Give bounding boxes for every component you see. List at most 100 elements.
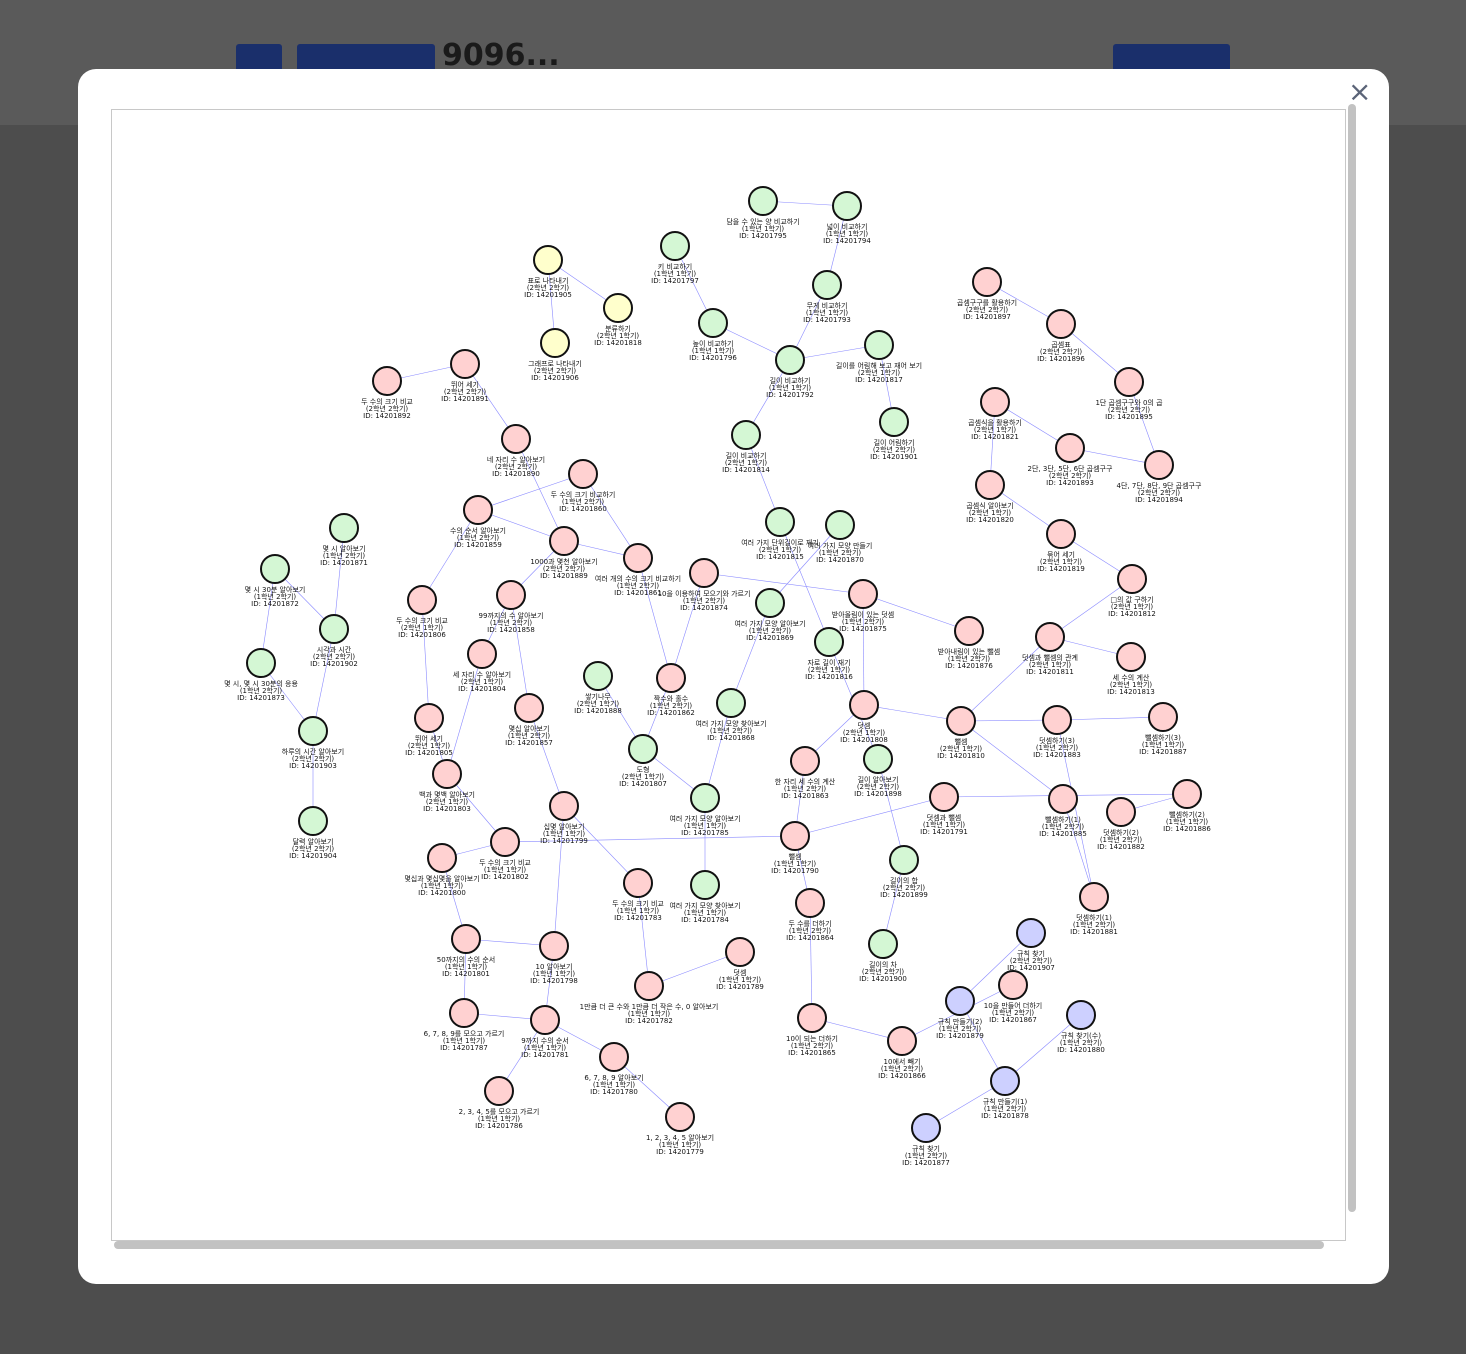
graph-node[interactable]: 뛰어 세기(2학년 2학기)ID: 14201891 xyxy=(441,349,489,403)
node-circle[interactable] xyxy=(780,821,810,851)
node-circle[interactable] xyxy=(514,693,544,723)
graph-node[interactable]: 2, 3, 4, 5를 모으고 가르기(1학년 1학기)ID: 14201786 xyxy=(459,1076,540,1130)
node-circle[interactable] xyxy=(1116,642,1146,672)
node-circle[interactable] xyxy=(432,759,462,789)
node-circle[interactable] xyxy=(990,1066,1020,1096)
node-circle[interactable] xyxy=(825,510,855,540)
node-circle[interactable] xyxy=(530,1005,560,1035)
graph-node[interactable]: 뺄셈(1학년 1학기)ID: 14201790 xyxy=(771,821,819,875)
graph-node[interactable]: 10을 이용하여 모으기와 가르기(1학년 2학기)ID: 14201874 xyxy=(658,558,751,612)
node-circle[interactable] xyxy=(797,1003,827,1033)
node-circle[interactable] xyxy=(725,937,755,967)
node-circle[interactable] xyxy=(911,1113,941,1143)
node-circle[interactable] xyxy=(748,186,778,216)
graph-node[interactable]: 9까지 수의 순서(1학년 1학기)ID: 14201781 xyxy=(521,1005,569,1059)
graph-node[interactable]: 도형(2학년 1학기)ID: 14201807 xyxy=(619,734,667,788)
graph-node[interactable]: 담을 수 있는 양 비교하기(1학년 1학기)ID: 14201795 xyxy=(726,186,800,240)
graph-node[interactable]: 한 자리 세 수의 계산(1학년 2학기)ID: 14201863 xyxy=(775,746,836,800)
graph-node[interactable]: 여러 가지 모양 만들기(1학년 2학기)ID: 14201870 xyxy=(808,510,873,564)
node-circle[interactable] xyxy=(298,806,328,836)
node-circle[interactable] xyxy=(849,690,879,720)
node-circle[interactable] xyxy=(868,929,898,959)
node-circle[interactable] xyxy=(716,688,746,718)
node-circle[interactable] xyxy=(451,924,481,954)
graph-node[interactable]: 여러 가지 모양 알아보기(1학년 1학기)ID: 14201785 xyxy=(669,783,741,837)
node-circle[interactable] xyxy=(467,639,497,669)
graph-node[interactable]: 세 수의 계산(2학년 1학기)ID: 14201813 xyxy=(1107,642,1155,696)
node-circle[interactable] xyxy=(628,734,658,764)
node-circle[interactable] xyxy=(450,349,480,379)
graph-node[interactable]: 십몇 알아보기(1학년 1학기)ID: 14201799 xyxy=(540,791,588,845)
graph-node[interactable]: 몇십 알아보기(1학년 2학기)ID: 14201857 xyxy=(505,693,553,747)
graph-node[interactable]: 길이 어림하기(2학년 2학기)ID: 14201901 xyxy=(870,407,918,461)
graph-node[interactable]: 규칙 찾기(1학년 2학기)ID: 14201877 xyxy=(902,1113,950,1167)
node-circle[interactable] xyxy=(889,845,919,875)
node-circle[interactable] xyxy=(879,407,909,437)
graph-node[interactable]: 받아올림이 있는 덧셈(1학년 2학기)ID: 14201875 xyxy=(832,579,894,633)
node-circle[interactable] xyxy=(490,827,520,857)
node-circle[interactable] xyxy=(568,459,598,489)
graph-node[interactable]: 두 수의 크기 비교(1학년 1학기)ID: 14201802 xyxy=(479,827,531,881)
node-circle[interactable] xyxy=(1042,705,1072,735)
node-circle[interactable] xyxy=(814,627,844,657)
node-circle[interactable] xyxy=(1066,1000,1096,1030)
node-circle[interactable] xyxy=(765,507,795,537)
node-circle[interactable] xyxy=(246,648,276,678)
graph-node[interactable]: 1, 2, 3, 4, 5 알아보기(1학년 1학기)ID: 14201779 xyxy=(646,1102,714,1156)
graph-node[interactable]: 분류하기(2학년 1학기)ID: 14201818 xyxy=(594,293,642,347)
node-circle[interactable] xyxy=(698,308,728,338)
node-circle[interactable] xyxy=(1079,882,1109,912)
graph-node[interactable]: 길이를 어림해 보고 재어 보기(2학년 1학기)ID: 14201817 xyxy=(836,330,922,384)
node-circle[interactable] xyxy=(496,580,526,610)
graph-node[interactable]: 여러 가지 모양 알아보기(1학년 2학기)ID: 14201869 xyxy=(734,588,806,642)
node-circle[interactable] xyxy=(1046,309,1076,339)
node-circle[interactable] xyxy=(549,526,579,556)
node-circle[interactable] xyxy=(603,293,633,323)
node-circle[interactable] xyxy=(665,1102,695,1132)
node-circle[interactable] xyxy=(319,614,349,644)
node-circle[interactable] xyxy=(1114,367,1144,397)
node-circle[interactable] xyxy=(484,1076,514,1106)
node-circle[interactable] xyxy=(755,588,785,618)
graph-node[interactable]: 그래프로 나타내기(2학년 2학기)ID: 14201906 xyxy=(528,328,582,382)
graph-node[interactable]: 여러 가지 모양 찾아보기(1학년 1학기)ID: 14201784 xyxy=(669,870,741,924)
graph-node[interactable]: 2단, 3단, 5단, 6단 곱셈구구(2학년 2학기)ID: 14201893 xyxy=(1028,433,1113,487)
graph-node[interactable]: 두 수를 더하기(1학년 2학기)ID: 14201864 xyxy=(786,888,834,942)
node-circle[interactable] xyxy=(260,554,290,584)
graph-node[interactable]: 1단 곱셈구구와 0의 곱(2학년 2학기)ID: 14201895 xyxy=(1095,367,1163,421)
graph-node[interactable]: 규칙 만들기(1)(1학년 2학기)ID: 14201878 xyxy=(981,1066,1029,1120)
graph-node[interactable]: 세 자리 수 알아보기(2학년 1학기)ID: 14201804 xyxy=(453,639,511,693)
graph-node[interactable]: 두 수의 크기 비교(2학년 1학기)ID: 14201806 xyxy=(396,585,448,639)
node-circle[interactable] xyxy=(945,986,975,1016)
node-circle[interactable] xyxy=(540,328,570,358)
node-circle[interactable] xyxy=(623,868,653,898)
node-circle[interactable] xyxy=(549,791,579,821)
node-circle[interactable] xyxy=(887,1026,917,1056)
graph-node[interactable]: 길이 비교하기(1학년 1학기)ID: 14201792 xyxy=(766,345,814,399)
node-circle[interactable] xyxy=(848,579,878,609)
graph-node[interactable]: 몇 시, 몇 시 30분의 응용(1학년 2학기)ID: 14201873 xyxy=(224,648,298,702)
node-circle[interactable] xyxy=(790,746,820,776)
graph-node[interactable]: 여러 가지 모양 찾아보기(1학년 2학기)ID: 14201868 xyxy=(695,688,767,742)
node-circle[interactable] xyxy=(583,661,613,691)
graph-node[interactable]: 규칙 찾기(2학년 2학기)ID: 14201907 xyxy=(1007,918,1055,972)
node-circle[interactable] xyxy=(864,330,894,360)
graph-node[interactable]: 길이의 합(2학년 2학기)ID: 14201899 xyxy=(880,845,928,899)
node-circle[interactable] xyxy=(427,843,457,873)
graph-node[interactable]: 무게 비교하기(1학년 1학기)ID: 14201793 xyxy=(803,270,851,324)
graph-node[interactable]: 곱셈식을 활용하기(2학년 1학기)ID: 14201821 xyxy=(968,387,1022,441)
node-circle[interactable] xyxy=(660,231,690,261)
graph-node[interactable]: 높이 비교하기(1학년 1학기)ID: 14201796 xyxy=(689,308,737,362)
graph-node[interactable]: 몇 시 30분 알아보기(1학년 2학기)ID: 14201872 xyxy=(245,554,306,608)
graph-node[interactable]: 뺄셈(2학년 1학기)ID: 14201810 xyxy=(937,706,985,760)
node-circle[interactable] xyxy=(1144,450,1174,480)
vertical-scrollbar[interactable] xyxy=(1348,104,1356,1212)
graph-node[interactable]: 길이 알아보기(2학년 2학기)ID: 14201898 xyxy=(854,744,902,798)
node-circle[interactable] xyxy=(832,191,862,221)
graph-node[interactable]: 두 수의 크기 비교(2학년 2학기)ID: 14201892 xyxy=(361,366,413,420)
node-circle[interactable] xyxy=(1035,622,1065,652)
graph-node[interactable]: 네 자리 수 알아보기(2학년 2학기)ID: 14201890 xyxy=(487,424,545,478)
node-circle[interactable] xyxy=(1016,918,1046,948)
node-circle[interactable] xyxy=(533,245,563,275)
graph-node[interactable]: 묶어 세기(2학년 1학기)ID: 14201819 xyxy=(1037,519,1085,573)
